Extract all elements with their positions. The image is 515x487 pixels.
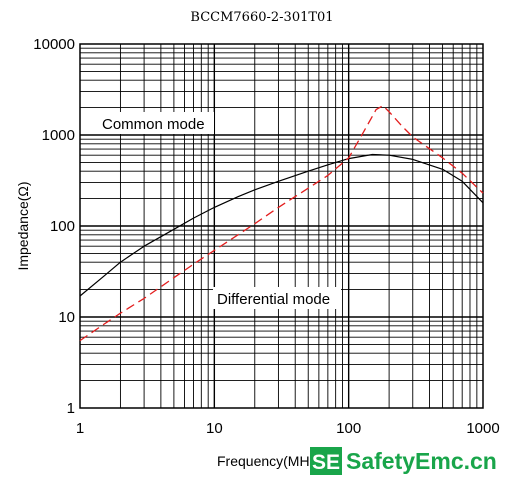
watermark-badge-text: SE: [312, 451, 340, 474]
series-line-differential-mode: [79, 105, 484, 342]
watermark-badge: [310, 447, 342, 475]
plot-frame: [79, 43, 484, 409]
x-tick-label: 100: [336, 420, 361, 437]
grid: [80, 44, 483, 408]
annotation-differential-mode: Differential mode: [217, 291, 330, 308]
annotation-common-mode: Common mode: [102, 116, 205, 133]
annotation-differential-mode-group: Differential mode: [213, 287, 341, 309]
x-tick-labels: 1 10 100 1000: [76, 420, 500, 437]
y-tick-label: 10000: [33, 36, 75, 53]
chart-title: BCCM7660-2-301T01: [190, 10, 333, 25]
y-tick-label: 1000: [42, 127, 75, 144]
annotation-common-mode-group: Common mode: [98, 112, 214, 134]
y-axis-label: Impedance(Ω): [15, 181, 31, 270]
watermark-text: SafetyEmc.cn: [346, 448, 497, 474]
y-tick-labels: 1 10 100 1000 10000: [33, 36, 75, 417]
watermark: SE SafetyEmc.cn: [310, 447, 515, 481]
y-tick-label: 100: [50, 218, 75, 235]
x-tick-label: 1000: [466, 420, 499, 437]
series-line-common-mode: [79, 153, 484, 297]
x-axis-label: Frequency(MHz): [217, 453, 321, 469]
series-lines: [79, 105, 484, 342]
x-tick-label: 1: [76, 420, 84, 437]
y-tick-label: 1: [67, 400, 75, 417]
y-tick-label: 10: [58, 309, 75, 326]
x-tick-label: 10: [206, 420, 223, 437]
